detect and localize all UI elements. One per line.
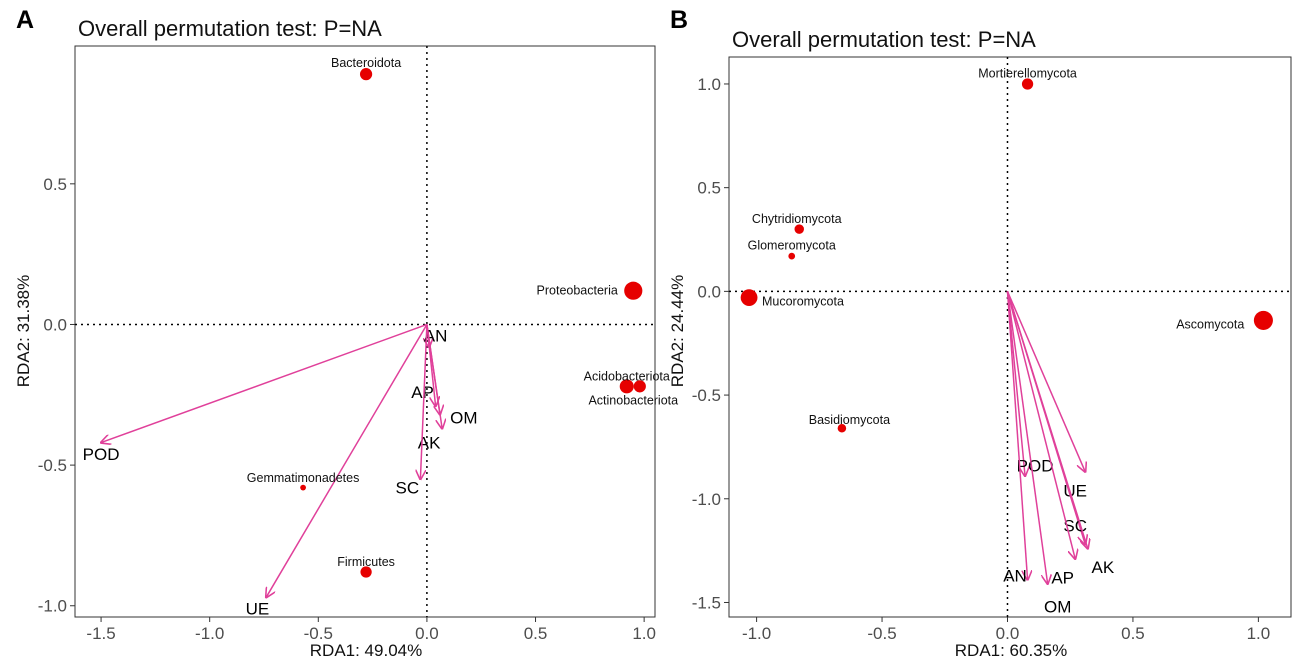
panel-a-arrow-sc	[420, 324, 428, 479]
panel-a-point-gemmatimonadetes	[300, 484, 306, 491]
panel-b-x-tick-label: -0.5	[867, 624, 896, 643]
panel-a-x-tick-label: -1.0	[195, 624, 224, 643]
panel-a-point-label-gemmatimonadetes: Gemmatimonadetes	[247, 471, 360, 485]
panel-a-y-tick-label: 0.0	[43, 315, 67, 334]
panel-a-point-label-actinobacteriota: Actinobacteriota	[588, 393, 678, 407]
panel-b-point-label-glomeromycota: Glomeromycota	[748, 239, 836, 253]
panel-a-title: Overall permutation test: P=NA	[78, 16, 382, 41]
panel-b-x-axis-label: RDA1: 60.35%	[955, 641, 1067, 660]
panel-a-x-tick-label: -1.5	[86, 624, 115, 643]
panel-a-plot-frame	[74, 45, 656, 618]
panel-b-arrow-label-ap: AP	[1051, 569, 1074, 588]
panel-a-point-proteobacteria	[624, 281, 643, 300]
panel-a-arrow-label-om: OM	[450, 408, 477, 427]
panel-a: A Overall permutation test: P=NA RDA1: 4…	[14, 6, 678, 660]
panel-b-arrow-label-ue: UE	[1063, 481, 1087, 500]
panel-b-y-tick-label: 1.0	[697, 75, 721, 94]
panel-b-arrow-label-pod: POD	[1017, 457, 1054, 476]
panel-b-y-tick-label: -0.5	[692, 386, 721, 405]
panel-b-x-tick-label: 0.0	[996, 624, 1020, 643]
panel-b-x-tick-label: 0.5	[1121, 624, 1145, 643]
panel-a-x-tick-label: 1.0	[632, 624, 656, 643]
panel-b-arrow-label-sc: SC	[1063, 517, 1087, 536]
panel-a-y-tick-label: -1.0	[38, 597, 67, 616]
panel-b-point-label-chytridiomycota: Chytridiomycota	[752, 212, 842, 226]
panel-a-point-label-proteobacteria: Proteobacteria	[537, 284, 618, 298]
panel-a-x-tick-label: 0.0	[415, 624, 439, 643]
panel-b-point-label-mucoromycota: Mucoromycota	[762, 295, 844, 309]
panel-b-point-ascomycota	[1253, 310, 1273, 330]
panel-a-arrow-pod	[101, 323, 428, 442]
panel-b-y-tick-label: -1.5	[692, 593, 721, 612]
panel-b-point-basidiomycota	[837, 423, 847, 433]
panel-b-point-mortierellomycota	[1021, 78, 1034, 90]
panel-b-y-tick-label: 0.5	[697, 179, 721, 198]
panel-a-x-tick-label: 0.5	[524, 624, 548, 643]
panel-a-arrow-ak	[426, 324, 440, 414]
panel-b-point-label-ascomycota: Ascomycota	[1176, 318, 1244, 332]
panel-b-plot-frame	[728, 56, 1292, 618]
panel-b-x-tick-label: 1.0	[1247, 624, 1271, 643]
panel-b-arrow-label-ak: AK	[1091, 558, 1114, 577]
panel-b-arrow-om	[1006, 291, 1047, 583]
panel-b-point-glomeromycota	[788, 252, 796, 260]
panel-a-point-bacteroidota	[359, 68, 373, 81]
panel-b-arrow-label-om: OM	[1044, 598, 1071, 617]
panel-b-arrow-an	[1006, 291, 1027, 579]
panel-letter-b: B	[670, 6, 688, 34]
panel-a-x-tick-label: -0.5	[304, 624, 333, 643]
panel-b-point-label-basidiomycota: Basidiomycota	[809, 413, 890, 427]
panel-b-point-label-mortierellomycota: Mortierellomycota	[978, 67, 1077, 81]
panel-letter-a: A	[16, 6, 34, 34]
panel-b-arrow-pod	[1006, 291, 1025, 476]
panel-a-x-axis-label: RDA1: 49.04%	[310, 641, 422, 660]
panel-b-y-tick-label: 0.0	[697, 282, 721, 301]
panel-a-point-firmicutes	[360, 566, 372, 578]
panel-a-y-tick-label: 0.5	[43, 175, 67, 194]
panel-a-arrow-label-ap: AP	[411, 383, 434, 402]
panel-a-arrow-label-ak: AK	[418, 434, 441, 453]
panel-a-y-axis-label: RDA2: 31.38%	[14, 275, 33, 387]
panel-b-y-axis-label: RDA2: 24.44%	[668, 275, 687, 387]
panel-b-y-tick-label: -1.0	[692, 490, 721, 509]
panel-b-title: Overall permutation test: P=NA	[732, 27, 1036, 52]
panel-a-point-label-bacteroidota: Bacteroidota	[331, 56, 401, 70]
panel-b-point-mucoromycota	[740, 289, 758, 306]
panel-a-point-label-firmicutes: Firmicutes	[337, 555, 395, 569]
panel-b-arrow-label-an: AN	[1003, 567, 1027, 586]
panel-a-point-acidobacteriota	[619, 379, 634, 394]
panel-b-arrow-ap	[1006, 291, 1075, 559]
panel-b-arrow-ue	[1006, 291, 1085, 471]
panel-a-y-tick-label: -0.5	[38, 456, 67, 475]
panel-a-arrow-label-ue: UE	[246, 600, 270, 619]
panel-b-x-tick-label: -1.0	[742, 624, 771, 643]
panel-b-point-chytridiomycota	[794, 224, 804, 234]
panel-a-arrow-ue	[266, 324, 428, 597]
panel-b-arrow-ak	[1006, 291, 1087, 548]
panel-a-point-label-acidobacteriota: Acidobacteriota	[584, 370, 670, 384]
panel-a-point-actinobacteriota	[633, 380, 646, 393]
panel-a-arrow-label-sc: SC	[396, 479, 420, 498]
panel-b: B Overall permutation test: P=NA RDA1: 6…	[668, 6, 1292, 660]
panel-a-arrow-label-pod: POD	[83, 445, 120, 464]
